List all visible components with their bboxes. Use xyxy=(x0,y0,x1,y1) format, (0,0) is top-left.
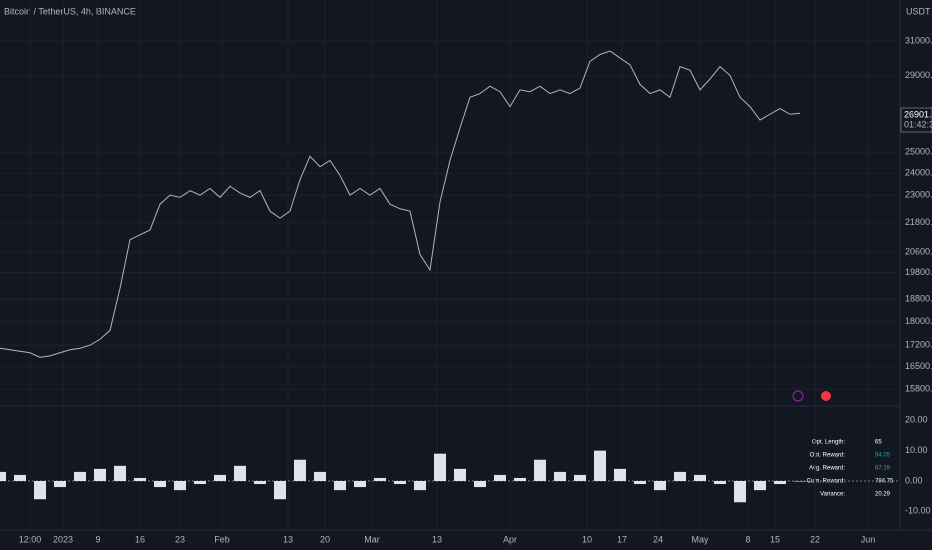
oscillator-bar xyxy=(614,468,626,482)
y-tick-label: 31000.00 xyxy=(905,35,932,45)
stat-label: Opt. Reward: xyxy=(810,453,846,459)
stat-value: 784.75 xyxy=(875,479,894,485)
y-tick-label: 18000.00 xyxy=(905,316,932,326)
price-line xyxy=(0,50,801,358)
x-tick-label: 8 xyxy=(745,534,750,544)
x-tick-label: 10 xyxy=(582,534,592,544)
y-tick-label: 29000.00 xyxy=(905,70,932,80)
x-tick-label: 24 xyxy=(653,534,663,544)
oscillator-bar xyxy=(454,468,466,482)
oscillator-bar xyxy=(354,481,366,488)
stat-value: 94.05 xyxy=(875,453,891,459)
oscillator-bar xyxy=(154,481,166,488)
x-tick-label: Feb xyxy=(214,534,230,544)
y-tick-label: 20.00 xyxy=(905,415,928,425)
oscillator-bar xyxy=(54,481,66,488)
x-tick-label: 13 xyxy=(432,534,442,544)
oscillator-bar xyxy=(274,481,286,500)
stat-label: Opt. Length: xyxy=(812,440,845,446)
stat-value: 20.29 xyxy=(875,492,891,498)
oscillator-bar xyxy=(414,481,426,491)
oscillator-bar xyxy=(674,471,686,482)
oscillator-bar xyxy=(554,471,566,482)
oscillator-bar xyxy=(474,481,486,488)
last-price: 26901.65 xyxy=(904,109,932,119)
oscillator-bar xyxy=(514,477,526,482)
oscillator-bar xyxy=(794,481,806,482)
event-icon[interactable] xyxy=(821,391,831,401)
oscillator-bar xyxy=(734,481,746,503)
oscillator-bar xyxy=(234,465,246,482)
y-tick-label: 24000.00 xyxy=(905,168,932,178)
oscillator-bar xyxy=(114,465,126,482)
oscillator-bar xyxy=(374,477,386,482)
stat-value: 87.19 xyxy=(875,466,891,472)
y-tick-label: 23000.00 xyxy=(905,190,932,200)
oscillator-bar xyxy=(134,477,146,482)
y-tick-label: -10.00 xyxy=(905,506,931,516)
x-tick-label: Jun xyxy=(861,534,876,544)
oscillator-bar xyxy=(254,481,266,485)
stat-label: Variance: xyxy=(820,492,845,498)
price-tag xyxy=(900,107,932,133)
y-tick-label: 17200.00 xyxy=(905,340,932,350)
oscillator-bar xyxy=(574,474,586,482)
x-tick-label: 13 xyxy=(283,534,293,544)
stat-label: Avg. Reward: xyxy=(809,466,845,472)
x-tick-label: 12:00 xyxy=(19,534,42,544)
y-tick-label: 10.00 xyxy=(905,445,928,455)
oscillator-bar xyxy=(94,468,106,482)
oscillator-bar xyxy=(534,459,546,482)
x-tick-label: 17 xyxy=(617,534,627,544)
x-tick-label: May xyxy=(691,534,709,544)
oscillator-bar xyxy=(334,481,346,491)
stat-label: Cum. Reward: xyxy=(807,479,846,485)
y-tick-label: 18800.00 xyxy=(905,294,932,304)
x-tick-label: 20 xyxy=(320,534,330,544)
currency: USDT xyxy=(906,6,931,16)
oscillator-bar xyxy=(194,481,206,485)
x-tick-label: 16 xyxy=(135,534,145,544)
event-icon[interactable] xyxy=(792,390,804,402)
y-tick-label: 21800.00 xyxy=(905,217,932,227)
x-tick-label: 2023 xyxy=(53,534,73,544)
x-tick-label: 15 xyxy=(770,534,780,544)
oscillator-bar xyxy=(434,453,446,482)
y-tick-label: 19800.00 xyxy=(905,267,932,277)
y-tick-label: 25000.00 xyxy=(905,146,932,156)
oscillator-bar xyxy=(294,459,306,482)
oscillator-bar xyxy=(74,471,86,482)
oscillator-bar xyxy=(14,474,26,482)
oscillator-bar xyxy=(174,481,186,491)
y-tick-label: 20600.00 xyxy=(905,246,932,256)
oscillator-bar xyxy=(394,481,406,485)
oscillator-bar xyxy=(694,474,706,482)
oscillator-bar xyxy=(654,481,666,491)
symbol-title: Bitcoin / TetherUS, 4h, BINANCE xyxy=(4,6,136,16)
x-tick-label: 9 xyxy=(95,534,100,544)
oscillator-bar xyxy=(34,481,46,500)
oscillator-bar xyxy=(714,481,726,485)
y-tick-label: 0.00 xyxy=(905,475,923,485)
oscillator-bar xyxy=(214,474,226,482)
x-tick-label: 23 xyxy=(175,534,185,544)
x-tick-label: Mar xyxy=(364,534,380,544)
x-tick-label: 22 xyxy=(810,534,820,544)
x-tick-label: Apr xyxy=(503,534,517,544)
countdown: 01:42:32 xyxy=(904,119,932,129)
oscillator-bar xyxy=(314,471,326,482)
oscillator-bar xyxy=(594,450,606,482)
stats-table: Opt. Length: 65 Opt. Reward: 94.05 Avg. Rewa… xyxy=(807,440,894,498)
y-tick-label: 16500.00 xyxy=(905,361,932,371)
oscillator-bar xyxy=(634,481,646,485)
oscillator-bar xyxy=(754,481,766,491)
stat-value: 65 xyxy=(875,440,882,446)
y-tick-label: 15800.00 xyxy=(905,383,932,393)
oscillator-bar xyxy=(494,474,506,482)
oscillator-bar xyxy=(0,471,6,482)
oscillator-bar xyxy=(774,481,786,485)
